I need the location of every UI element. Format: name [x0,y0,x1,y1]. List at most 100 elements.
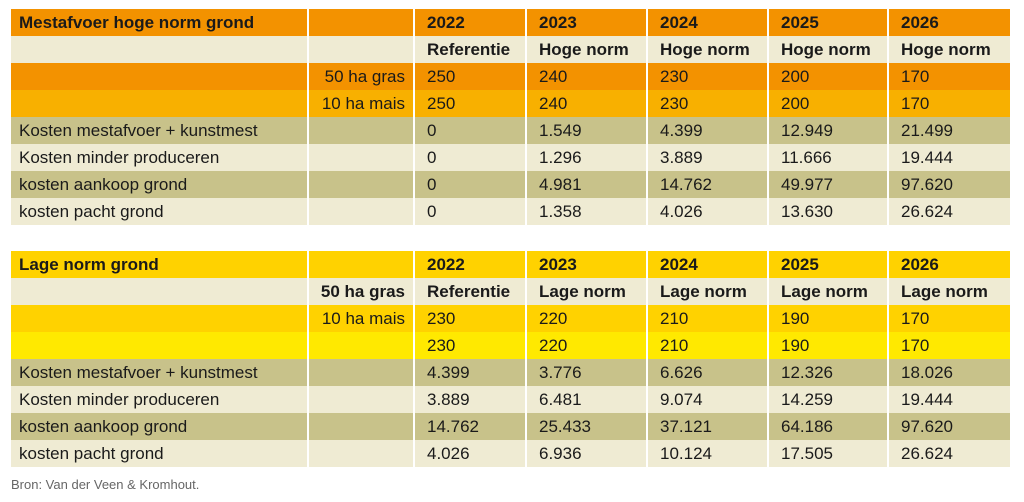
area-label-cell [309,386,415,413]
value-cell: 200 [769,63,889,90]
value-cell: 0 [415,198,527,225]
area-label-cell [309,36,415,63]
value-cell: 0 [415,144,527,171]
row-label-cell [11,278,309,305]
value-cell: Referentie [415,278,527,305]
value-cell: 2022 [415,9,527,36]
value-cell: 17.505 [769,440,889,467]
value-cell: 190 [769,332,889,359]
value-cell: 170 [889,332,1010,359]
value-cell: 14.259 [769,386,889,413]
value-cell: 200 [769,90,889,117]
row-label-cell: kosten pacht grond [11,440,309,467]
value-cell: 220 [527,332,648,359]
value-cell: 4.026 [648,198,769,225]
value-cell: 2025 [769,251,889,278]
table-hoge-norm: Mestafvoer hoge norm grond 2022 2023 2024 20… [11,9,1010,225]
value-cell: 26.624 [889,440,1010,467]
value-cell: 2023 [527,251,648,278]
table-row: kosten pacht grond 4.026 6.936 10.124 17.505… [11,440,1010,467]
table-lage-norm: Lage norm grond 2022 2023 2024 2025 2026 50 ha… [11,251,1010,467]
row-label-cell [11,36,309,63]
table-header-row: Mestafvoer hoge norm grond 2022 2023 2024 20… [11,9,1010,36]
value-cell: 1.549 [527,117,648,144]
value-cell: 4.026 [415,440,527,467]
area-label-cell [309,198,415,225]
value-cell: Hoge norm [527,36,648,63]
table-row: kosten aankoop grond 14.762 25.433 37.121 64… [11,413,1010,440]
table-subheader-row: Referentie Hoge norm Hoge norm Hoge norm Hog… [11,36,1010,63]
value-cell: 11.666 [769,144,889,171]
value-cell: 2026 [889,9,1010,36]
row-label-cell: Lage norm grond [11,251,309,278]
table-row: kosten pacht grond 0 1.358 4.026 13.630 26.62… [11,198,1010,225]
value-cell: 210 [648,332,769,359]
value-cell: Lage norm [648,278,769,305]
table-row: 50 ha gras 250 240 230 200 170 [11,63,1010,90]
value-cell: 250 [415,90,527,117]
value-cell: 97.620 [889,413,1010,440]
value-cell: 220 [527,305,648,332]
value-cell: 12.326 [769,359,889,386]
value-cell: 230 [415,305,527,332]
value-cell: 170 [889,90,1010,117]
value-cell: 2026 [889,251,1010,278]
value-cell: 14.762 [415,413,527,440]
value-cell: 1.358 [527,198,648,225]
area-label-cell: 10 ha mais [309,305,415,332]
row-label-cell [11,63,309,90]
value-cell: 26.624 [889,198,1010,225]
value-cell: 0 [415,117,527,144]
area-label-cell [309,413,415,440]
value-cell: 230 [648,63,769,90]
value-cell: 97.620 [889,171,1010,198]
area-label-cell: 50 ha gras [309,63,415,90]
value-cell: Referentie [415,36,527,63]
value-cell: 4.981 [527,171,648,198]
value-cell: 6.626 [648,359,769,386]
value-cell: 21.499 [889,117,1010,144]
table-subheader-row: 50 ha gras Referentie Lage norm Lage norm La… [11,278,1010,305]
table-header-row: Lage norm grond 2022 2023 2024 2025 2026 [11,251,1010,278]
value-cell: 1.296 [527,144,648,171]
value-cell: 230 [648,90,769,117]
value-cell: 3.889 [415,386,527,413]
area-label-cell [309,332,415,359]
area-label-cell [309,251,415,278]
table-row: 230 220 210 190 170 [11,332,1010,359]
value-cell: 190 [769,305,889,332]
source-caption: Bron: Van der Veen & Kromhout. [11,477,200,492]
row-label-cell: kosten aankoop grond [11,413,309,440]
area-label-cell [309,9,415,36]
area-label-cell [309,117,415,144]
value-cell: 10.124 [648,440,769,467]
row-label-cell: kosten aankoop grond [11,171,309,198]
value-cell: 13.630 [769,198,889,225]
value-cell: 12.949 [769,117,889,144]
value-cell: 4.399 [415,359,527,386]
value-cell: Hoge norm [648,36,769,63]
value-cell: 2023 [527,9,648,36]
table-row: 10 ha mais 250 240 230 200 170 [11,90,1010,117]
value-cell: 210 [648,305,769,332]
value-cell: 6.936 [527,440,648,467]
table-row: Kosten minder produceren 3.889 6.481 9.074 1… [11,386,1010,413]
value-cell: 170 [889,63,1010,90]
value-cell: 64.186 [769,413,889,440]
value-cell: 0 [415,171,527,198]
value-cell: 18.026 [889,359,1010,386]
row-label-cell: Kosten mestafvoer + kunstmest [11,117,309,144]
value-cell: 49.977 [769,171,889,198]
row-label-cell [11,90,309,117]
value-cell: 19.444 [889,144,1010,171]
value-cell: 2022 [415,251,527,278]
value-cell: 37.121 [648,413,769,440]
value-cell: 9.074 [648,386,769,413]
area-label-cell [309,440,415,467]
value-cell: 2024 [648,251,769,278]
value-cell: 14.762 [648,171,769,198]
row-label-cell: Mestafvoer hoge norm grond [11,9,309,36]
value-cell: 25.433 [527,413,648,440]
value-cell: 3.776 [527,359,648,386]
value-cell: Lage norm [769,278,889,305]
